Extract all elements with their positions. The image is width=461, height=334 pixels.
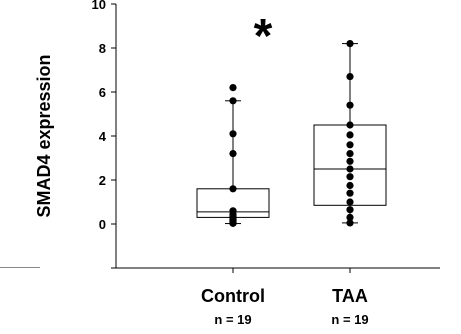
significance-asterisk: *: [254, 10, 273, 63]
y-tick-label-6: 6: [99, 85, 106, 100]
y-tick-6: 6: [99, 85, 116, 100]
data-point-control-14: [229, 219, 237, 227]
data-point-taa-15: [346, 219, 354, 227]
y-tick-10: 10: [92, 0, 116, 12]
y-tick-label-8: 8: [99, 41, 106, 56]
y-tick-2: 2: [99, 173, 116, 188]
data-point-control-0: [229, 84, 237, 92]
data-point-taa-4: [346, 131, 354, 139]
sample-size-taa: n = 19: [331, 312, 368, 327]
data-point-taa-5: [346, 141, 354, 149]
category-label-taa: TAA: [332, 286, 368, 306]
y-tick-8: 8: [99, 41, 116, 56]
data-point-taa-2: [346, 101, 354, 109]
data-point-taa-3: [346, 121, 354, 129]
sample-size-control: n = 19: [214, 312, 251, 327]
data-point-taa-8: [346, 165, 354, 173]
data-point-control-4: [229, 185, 237, 193]
data-point-taa-7: [346, 157, 354, 165]
data-point-taa-9: [346, 173, 354, 181]
data-point-control-2: [229, 130, 237, 138]
data-point-taa-11: [346, 189, 354, 197]
y-tick-4: 4: [99, 129, 116, 144]
y-tick-label-2: 2: [99, 173, 106, 188]
data-point-taa-13: [346, 206, 354, 214]
data-point-taa-12: [346, 198, 354, 206]
category-label-control: Control: [201, 286, 265, 306]
data-point-taa-14: [346, 213, 354, 221]
data-point-control-3: [229, 150, 237, 158]
y-axis-label: SMAD4 expression: [34, 54, 54, 217]
data-point-taa-10: [346, 181, 354, 190]
plot-layer: [196, 40, 387, 227]
y-tick-label-0: 0: [99, 217, 106, 232]
y-tick-label-4: 4: [99, 129, 107, 144]
data-point-taa-1: [346, 73, 354, 81]
y-tick-label-10: 10: [92, 0, 106, 12]
y-tick-0: 0: [99, 217, 116, 232]
data-point-taa-0: [346, 40, 354, 48]
data-point-taa-6: [346, 150, 354, 158]
data-point-control-1: [229, 97, 237, 105]
